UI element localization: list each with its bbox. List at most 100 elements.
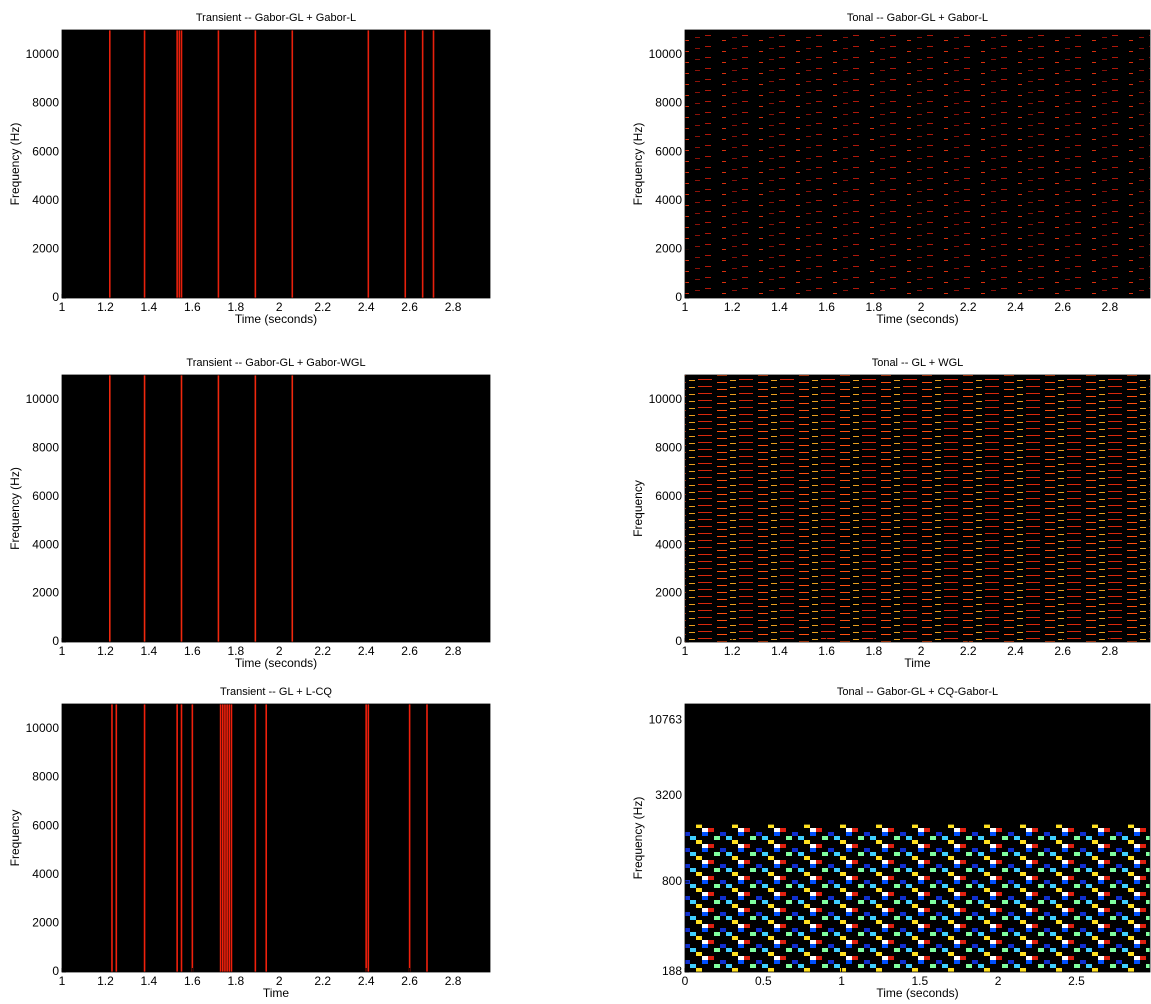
y-tick-label: 10000	[26, 47, 60, 61]
y-tick-label: 8000	[32, 96, 59, 110]
y-tick-label: 6000	[655, 489, 682, 503]
y-tick-label: 2000	[655, 242, 682, 256]
y-tick-label: 6000	[32, 818, 59, 832]
x-tick-label: 2.6	[1054, 300, 1071, 314]
y-tick-label: 0	[675, 290, 682, 304]
axes-frame	[684, 29, 1151, 299]
x-tick-label: 1.6	[818, 644, 835, 658]
y-tick-label: 6000	[655, 144, 682, 158]
y-tick-label: 2000	[655, 586, 682, 600]
axes-frame	[61, 374, 491, 643]
x-tick-label: 1.2	[97, 644, 114, 658]
y-tick-label: 10000	[649, 47, 683, 61]
x-tick-label: 1.4	[141, 974, 158, 988]
axes-frame	[61, 29, 491, 299]
x-tick-label: 2.2	[314, 974, 331, 988]
y-tick-label: 4000	[32, 193, 59, 207]
y-tick-label: 10000	[26, 392, 60, 406]
y-axis-label: Frequency (Hz)	[8, 467, 22, 550]
y-tick-label: 2000	[32, 586, 59, 600]
x-axis-label: Time (seconds)	[876, 986, 958, 1000]
x-tick-label: 1.6	[818, 300, 835, 314]
x-tick-label: 2.8	[1102, 644, 1119, 658]
y-tick-label: 4000	[655, 193, 682, 207]
y-tick-label: 10000	[26, 721, 60, 735]
chart-title: Tonal -- Gabor-GL + CQ-Gabor-L	[837, 686, 998, 698]
x-tick-label: 2.4	[358, 644, 375, 658]
chart-title: Tonal -- GL + WGL	[872, 357, 964, 369]
x-tick-label: 2.4	[1007, 644, 1024, 658]
axes-frame	[684, 374, 1151, 643]
x-tick-label: 2.8	[1102, 300, 1119, 314]
x-tick-label: 2	[918, 644, 925, 658]
y-axis-label: Frequency (Hz)	[8, 123, 22, 206]
axes-frame	[61, 703, 491, 973]
x-tick-label: 1	[682, 300, 689, 314]
y-tick-label: 10763	[649, 713, 683, 727]
axes-frame	[684, 703, 1151, 973]
y-tick-label: 6000	[32, 144, 59, 158]
x-tick-label: 2.6	[401, 644, 418, 658]
x-tick-label: 1.4	[141, 644, 158, 658]
x-tick-label: 2.4	[1007, 300, 1024, 314]
x-tick-label: 2.4	[358, 974, 375, 988]
x-tick-label: 1.5	[912, 974, 929, 988]
y-tick-label: 2000	[32, 242, 59, 256]
y-tick-label: 0	[675, 634, 682, 648]
x-axis-label: Time	[263, 986, 290, 1000]
y-tick-label: 4000	[32, 537, 59, 551]
x-tick-label: 2.2	[960, 300, 977, 314]
x-axis-label: Time (seconds)	[235, 312, 317, 326]
x-tick-label: 1.6	[184, 974, 201, 988]
x-tick-label: 1.2	[724, 300, 741, 314]
x-tick-label: 1	[59, 974, 66, 988]
x-tick-label: 1.2	[97, 974, 114, 988]
x-tick-label: 1.2	[97, 300, 114, 314]
chart-title: Tonal -- Gabor-GL + Gabor-L	[847, 12, 988, 24]
y-tick-label: 8000	[32, 440, 59, 454]
x-tick-label: 1.4	[141, 300, 158, 314]
x-tick-label: 1.8	[865, 644, 882, 658]
spectrogram-texture	[685, 375, 1150, 642]
x-tick-label: 1.4	[771, 644, 788, 658]
x-tick-label: 2.6	[1054, 644, 1071, 658]
y-tick-label: 2000	[32, 916, 59, 930]
x-axis-label: Time	[904, 656, 931, 670]
y-tick-label: 8000	[655, 440, 682, 454]
plot-area	[62, 704, 490, 972]
x-tick-label: 2	[918, 300, 925, 314]
y-tick-label: 6000	[32, 489, 59, 503]
x-tick-label: 1.6	[184, 300, 201, 314]
x-tick-label: 1.2	[724, 644, 741, 658]
x-tick-label: 2.8	[445, 300, 462, 314]
x-tick-label: 0.5	[755, 974, 772, 988]
x-tick-label: 1.6	[184, 644, 201, 658]
x-tick-label: 0	[682, 974, 689, 988]
chart-title: Transient -- Gabor-GL + Gabor-L	[196, 12, 356, 24]
x-tick-label: 1.8	[865, 300, 882, 314]
x-axis-label: Time (seconds)	[235, 656, 317, 670]
x-tick-label: 1	[838, 974, 845, 988]
y-tick-label: 0	[52, 290, 59, 304]
spectrogram-texture	[685, 30, 1150, 298]
x-tick-label: 1	[59, 300, 66, 314]
x-tick-label: 2	[276, 644, 283, 658]
plot-area	[62, 375, 490, 642]
y-tick-label: 800	[662, 874, 682, 888]
plot-area	[62, 30, 490, 298]
y-tick-label: 8000	[32, 770, 59, 784]
y-tick-label: 0	[52, 634, 59, 648]
y-axis-label: Frequency	[8, 810, 22, 867]
x-tick-label: 1	[59, 644, 66, 658]
y-tick-label: 8000	[655, 96, 682, 110]
x-tick-label: 1.8	[227, 974, 244, 988]
chart-title: Transient -- GL + L-CQ	[220, 686, 332, 698]
x-tick-label: 2.2	[314, 644, 331, 658]
x-tick-label: 2	[276, 974, 283, 988]
y-tick-label: 4000	[32, 867, 59, 881]
x-tick-label: 2.2	[960, 644, 977, 658]
x-tick-label: 1.8	[227, 300, 244, 314]
y-axis-label: Frequency (Hz)	[631, 797, 645, 880]
x-tick-label: 2.8	[445, 974, 462, 988]
